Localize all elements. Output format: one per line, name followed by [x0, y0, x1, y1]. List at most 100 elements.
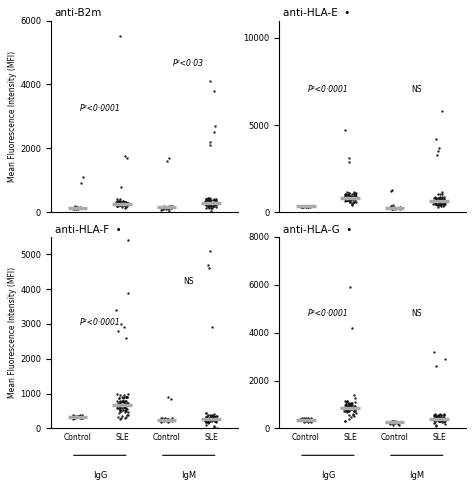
Point	[433, 415, 440, 423]
Text: P²<0·0001: P²<0·0001	[80, 104, 120, 113]
Point	[113, 202, 120, 210]
Point	[345, 191, 353, 199]
Point	[342, 196, 350, 204]
Point	[201, 197, 209, 205]
Point	[434, 203, 442, 211]
Point	[347, 196, 355, 203]
Point	[436, 201, 444, 209]
Point	[114, 404, 121, 412]
Point	[433, 362, 440, 370]
Point	[124, 408, 132, 416]
Point	[117, 320, 125, 328]
Point	[347, 402, 355, 410]
Point	[69, 205, 77, 213]
Point	[433, 196, 441, 204]
Point	[207, 204, 215, 212]
Point	[349, 404, 357, 412]
Point	[350, 193, 357, 201]
Point	[390, 205, 397, 213]
Point	[344, 195, 351, 202]
Point	[436, 414, 443, 422]
Point	[210, 413, 218, 421]
Point	[212, 204, 219, 212]
Point	[207, 196, 215, 204]
Point	[119, 398, 127, 405]
Point	[118, 199, 125, 206]
Point	[165, 416, 173, 424]
Point	[165, 416, 173, 424]
Point	[440, 193, 447, 201]
Point	[212, 200, 219, 208]
Point	[119, 394, 127, 402]
Point	[430, 415, 438, 423]
Point	[432, 195, 440, 203]
Point	[433, 416, 440, 424]
Point	[350, 189, 357, 197]
Point	[70, 413, 78, 421]
Point	[341, 127, 349, 134]
Point	[69, 412, 77, 419]
Point	[115, 404, 123, 412]
Point	[432, 199, 439, 206]
Point	[345, 154, 352, 162]
Point	[119, 200, 127, 208]
Point	[440, 415, 448, 423]
Point	[70, 205, 78, 213]
Point	[307, 414, 314, 422]
Point	[301, 417, 308, 425]
Point	[74, 205, 82, 213]
Point	[206, 414, 214, 422]
Point	[205, 195, 213, 203]
Text: IgG: IgG	[92, 470, 107, 480]
Point	[159, 416, 166, 424]
Point	[212, 415, 219, 423]
Point	[113, 195, 120, 203]
Point	[209, 416, 217, 424]
Point	[350, 407, 357, 415]
Point	[351, 194, 359, 202]
Point	[342, 404, 349, 412]
Point	[349, 404, 356, 412]
Point	[114, 201, 122, 209]
Point	[438, 190, 446, 198]
Point	[343, 188, 351, 196]
Point	[438, 418, 446, 426]
Point	[300, 418, 308, 426]
Point	[349, 410, 356, 418]
Point	[432, 200, 440, 208]
Point	[342, 403, 350, 411]
Point	[298, 203, 306, 211]
Point	[202, 197, 210, 204]
Point	[204, 199, 211, 207]
Point	[344, 405, 351, 412]
Point	[157, 203, 165, 211]
Point	[116, 400, 123, 408]
Point	[346, 405, 354, 413]
Point	[299, 203, 306, 211]
Point	[440, 411, 447, 418]
Point	[351, 394, 359, 402]
Point	[213, 424, 220, 432]
Point	[76, 413, 83, 421]
Point	[341, 403, 349, 411]
Point	[431, 412, 438, 419]
Point	[120, 393, 128, 400]
Point	[120, 201, 128, 209]
Point	[439, 413, 447, 421]
Point	[166, 204, 173, 212]
Point	[344, 407, 351, 414]
Point	[121, 409, 128, 416]
Point	[432, 197, 440, 204]
Point	[209, 201, 217, 209]
Point	[202, 199, 210, 206]
Point	[202, 413, 210, 421]
Point	[117, 414, 125, 422]
Point	[435, 415, 443, 423]
Point	[206, 199, 213, 206]
Point	[121, 402, 129, 410]
Point	[113, 199, 121, 207]
Point	[440, 200, 448, 208]
Point	[433, 197, 440, 204]
Point	[202, 204, 210, 212]
Point	[211, 417, 219, 425]
